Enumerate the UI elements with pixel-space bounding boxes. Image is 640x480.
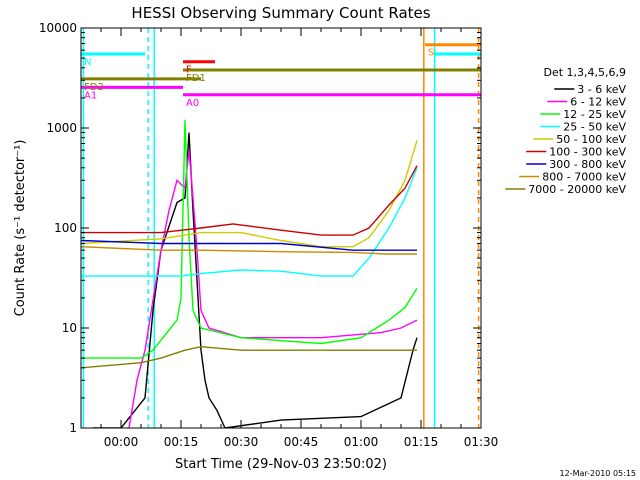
x-axis-label: Start Time (29-Nov-03 23:50:02) bbox=[175, 457, 387, 472]
legend-label-1: 6 - 12 keV bbox=[570, 96, 626, 109]
chart-title: HESSI Observing Summary Count Rates bbox=[131, 4, 430, 22]
series-line-1 bbox=[128, 150, 418, 428]
flag-label-6: S bbox=[428, 48, 434, 59]
legend-label-8: 7000 - 20000 keV bbox=[528, 183, 626, 196]
plot-contents bbox=[81, 28, 481, 428]
flag-label-3: FD2 bbox=[84, 82, 104, 93]
series-line-7 bbox=[81, 246, 417, 255]
x-tick-label-1: 00:15 bbox=[164, 435, 199, 449]
series-line-3 bbox=[81, 167, 418, 277]
legend-label-5: 100 - 300 keV bbox=[549, 146, 626, 159]
y-tick-label-0: 1 bbox=[69, 421, 77, 435]
series-line-8 bbox=[81, 345, 417, 369]
flag-label-4: A0 bbox=[186, 98, 199, 109]
footer-date: 12-Mar-2010 05:15 bbox=[560, 469, 637, 478]
legend-label-4: 50 - 100 keV bbox=[556, 133, 626, 146]
flag-label-1: F bbox=[186, 65, 192, 76]
series-line-5 bbox=[81, 165, 418, 236]
legend-label-2: 12 - 25 keV bbox=[563, 108, 626, 121]
x-tick-label-2: 00:30 bbox=[224, 435, 259, 449]
y-axis-label: Count Rate (s⁻¹ detector⁻¹) bbox=[13, 140, 28, 317]
x-tick-label-6: 01:30 bbox=[464, 435, 499, 449]
series-line-0 bbox=[93, 132, 418, 428]
series-line-4 bbox=[81, 140, 418, 248]
y-tick-label-2: 100 bbox=[54, 221, 77, 235]
series-line-6 bbox=[81, 239, 417, 251]
series-line-2 bbox=[81, 120, 418, 359]
x-tick-label-3: 00:45 bbox=[284, 435, 319, 449]
flag-label-0: N bbox=[84, 57, 91, 68]
legend-title: Det 1,3,4,5,6,9 bbox=[543, 66, 626, 79]
legend-label-0: 3 - 6 keV bbox=[577, 83, 626, 96]
x-tick-label-0: 00:00 bbox=[104, 435, 139, 449]
x-tick-label-5: 01:15 bbox=[404, 435, 439, 449]
y-tick-label-3: 1000 bbox=[46, 121, 77, 135]
flag-label-5: A1 bbox=[84, 90, 97, 101]
legend-label-6: 300 - 800 keV bbox=[549, 158, 626, 171]
legend-label-3: 25 - 50 keV bbox=[563, 121, 626, 134]
y-tick-label-1: 10 bbox=[62, 321, 77, 335]
x-tick-label-4: 01:00 bbox=[344, 435, 379, 449]
y-tick-label-4: 10000 bbox=[39, 21, 77, 35]
legend-label-7: 800 - 7000 keV bbox=[542, 171, 626, 184]
flag-label-2: FD1 bbox=[186, 73, 206, 84]
